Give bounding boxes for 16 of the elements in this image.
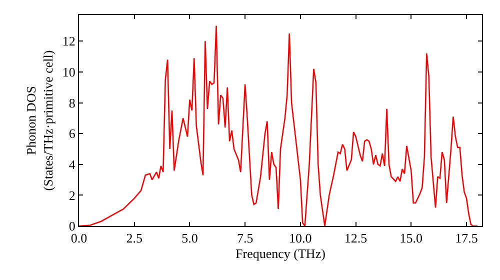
x-tick-label: 2.5 bbox=[126, 230, 142, 246]
y-tick-label: 6 bbox=[68, 126, 76, 142]
y-tick-label: 4 bbox=[68, 156, 76, 172]
y-tick-label: 12 bbox=[62, 34, 76, 49]
x-tick-label: 12.5 bbox=[344, 230, 368, 246]
x-tick-label: 10.0 bbox=[289, 230, 312, 246]
x-axis-title: Frequency (THz) bbox=[236, 246, 326, 262]
y-tick-label: 2 bbox=[68, 188, 76, 203]
line-series bbox=[79, 25, 478, 226]
x-tick-label: 5.0 bbox=[182, 230, 198, 246]
x-tick-label: 7.5 bbox=[236, 230, 254, 246]
y-tick-label: 8 bbox=[68, 95, 76, 110]
x-tick-label: 15.0 bbox=[400, 230, 423, 246]
y-tick-label: 10 bbox=[62, 64, 76, 80]
y-axis-title: Phonon DOS (States/THz·primitive cell) bbox=[23, 50, 56, 191]
x-tick-label: 17.5 bbox=[455, 230, 478, 246]
